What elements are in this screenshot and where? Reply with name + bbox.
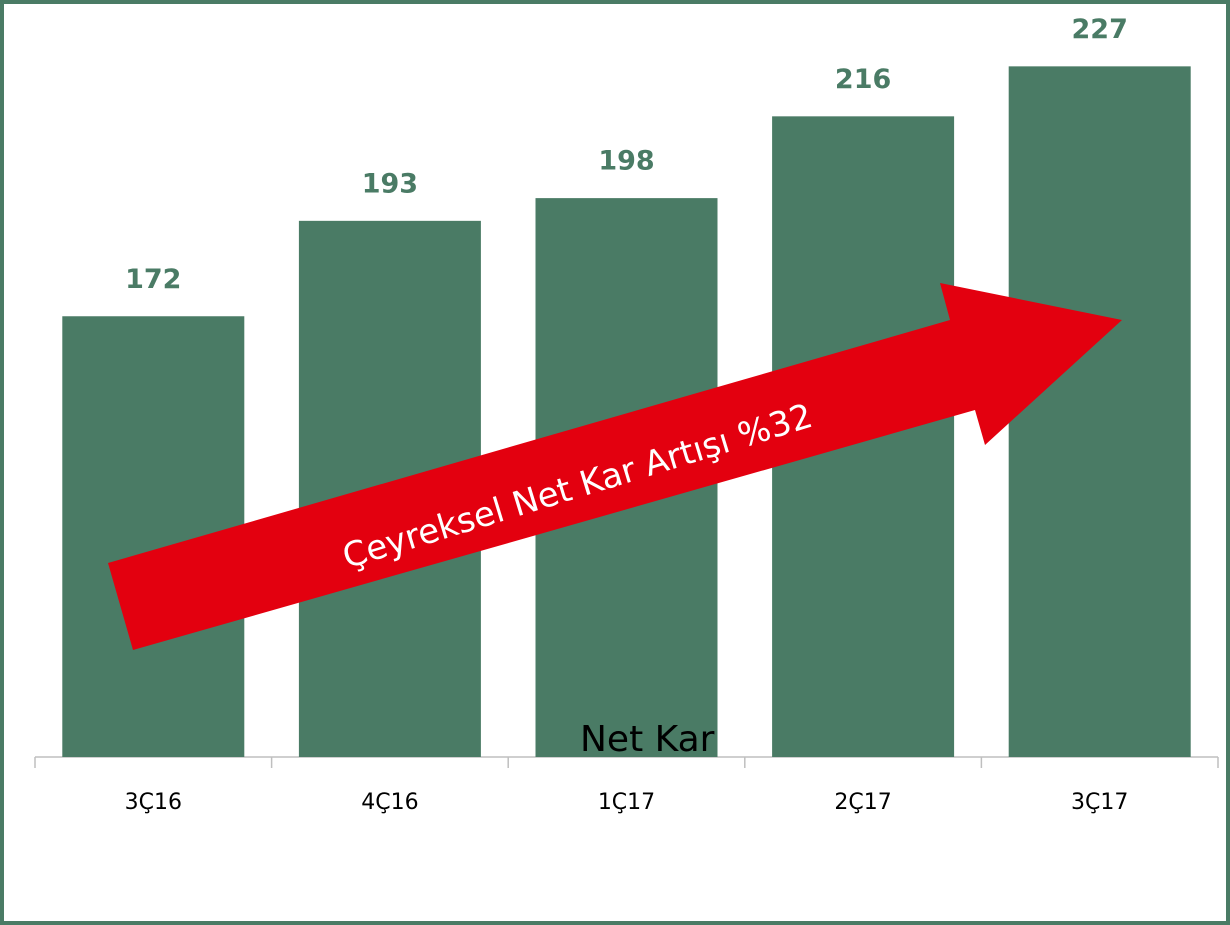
x-tick-label: 3Ç16 [125,790,182,815]
x-tick-label: 1Ç17 [598,790,655,815]
x-tick-label: 2Ç17 [834,790,891,815]
x-tick-label: 3Ç17 [1071,790,1128,815]
legend-label: Net Kar [580,719,715,760]
data-label: 172 [125,264,181,295]
data-label: 198 [598,146,654,177]
data-label: 227 [1072,14,1128,45]
data-label: 193 [362,168,418,199]
data-label: 216 [835,64,891,95]
bar [1008,66,1191,758]
legend-swatch [545,727,570,752]
x-tick-label: 4Ç16 [361,790,418,815]
trend-arrow [108,283,1122,650]
